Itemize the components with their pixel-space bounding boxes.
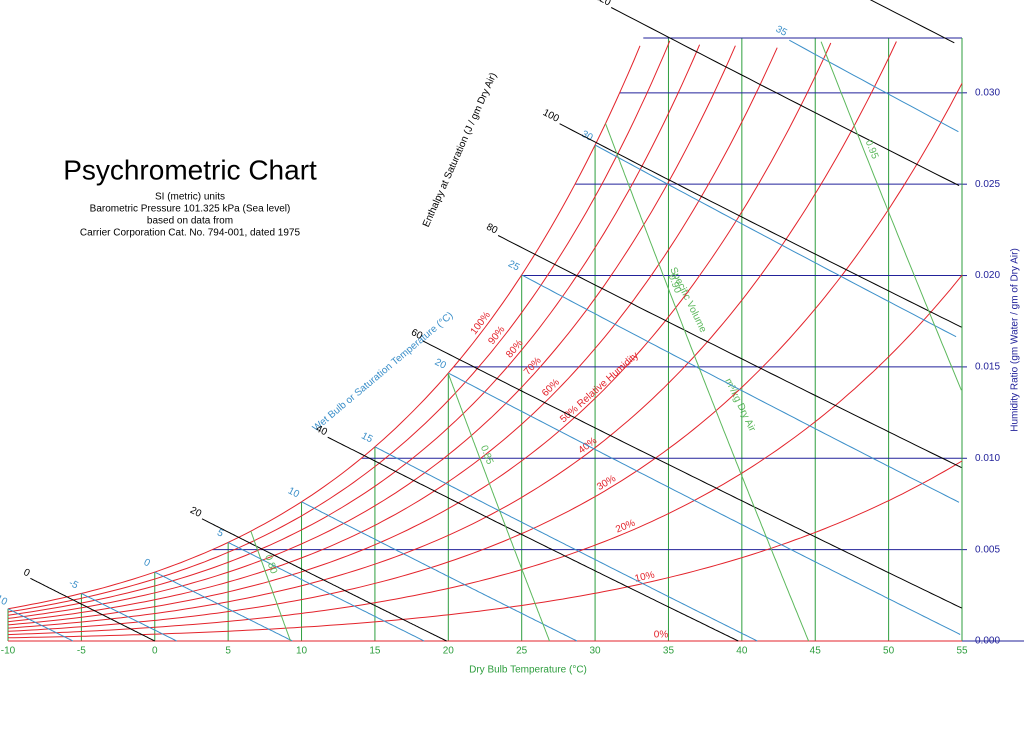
wet-bulb-line [448, 372, 961, 635]
enthalpy-label: 100 [541, 107, 561, 125]
wet-bulb-line [374, 446, 758, 642]
y-tick-label: 0.015 [975, 362, 1000, 373]
rh-label: 0% [654, 630, 669, 641]
enthalpy-line [422, 340, 963, 609]
x-axis-label: Dry Bulb Temperature (°C) [469, 665, 587, 676]
y-tick-label: 0.010 [975, 453, 1000, 464]
rh-curve [7, 45, 736, 619]
rh-curve [7, 47, 778, 623]
x-tick-label: 5 [225, 646, 231, 657]
volume-line [447, 373, 550, 642]
enthalpy-label: 20 [188, 505, 203, 520]
x-tick-label: 10 [296, 646, 308, 657]
y-tick-label: 0.005 [975, 544, 1000, 555]
wet-bulb-label: 15 [359, 431, 374, 446]
wet-bulb-line [594, 144, 957, 338]
x-tick-label: 0 [152, 646, 158, 657]
x-tick-label: -10 [1, 646, 16, 657]
wet-bulb-label: 35 [774, 24, 789, 39]
subtitle: Barometric Pressure 101.325 kPa (Sea lev… [90, 204, 291, 215]
y-axis-label: Humidity Ratio (gm Water / gm of Dry Air… [1010, 248, 1021, 432]
x-tick-label: -5 [77, 646, 86, 657]
wet-bulb-line [521, 274, 960, 503]
enthalpy-label: 80 [484, 222, 499, 237]
wet-bulb-line [789, 39, 959, 133]
wet-bulb-label: -10 [0, 592, 9, 608]
y-tick-label: 0.025 [975, 179, 1000, 190]
wet-bulb-label: 0 [142, 557, 152, 570]
volume-axis-label: m³/kg Dry Air [722, 377, 758, 434]
wet-bulb-line [7, 608, 74, 642]
x-tick-label: 25 [516, 646, 528, 657]
rh-curve [7, 45, 641, 610]
enthalpy-label: 120 [593, 0, 613, 9]
rh-label: 50% Relative Humidity [558, 350, 641, 425]
chart-title: Psychrometric Chart [63, 154, 317, 185]
volume-line [820, 41, 962, 391]
volume-line [605, 123, 810, 642]
enthalpy-line [30, 577, 156, 642]
enthalpy-line [497, 235, 962, 469]
wet-bulb-line [301, 501, 578, 642]
y-tick-label: 0.020 [975, 270, 1000, 281]
wet-bulb-label: 10 [286, 485, 301, 500]
rh-label: 10% [634, 570, 656, 585]
rh-curve [7, 83, 963, 632]
rh-curve [7, 40, 671, 613]
volume-line [250, 531, 291, 642]
rh-curve [7, 274, 963, 636]
wet-bulb-label: 5 [215, 527, 225, 540]
wet-bulb-label: 25 [506, 259, 521, 274]
x-tick-label: 55 [956, 646, 968, 657]
enthalpy-label: 60 [409, 327, 424, 342]
wet-bulb-line [154, 571, 293, 642]
x-tick-label: 40 [736, 646, 748, 657]
enthalpy-line [869, 0, 955, 44]
x-tick-label: 20 [443, 646, 455, 657]
wet-bulb-label: 30 [580, 129, 595, 144]
enthalpy-line [610, 7, 960, 187]
x-tick-label: 45 [810, 646, 822, 657]
wet-bulb-label: -5 [67, 578, 80, 592]
rh-curve [7, 42, 832, 626]
enthalpy-line [559, 123, 962, 328]
subtitle: SI (metric) units [155, 192, 225, 203]
rh-curve [7, 44, 701, 616]
subtitle: based on data from [147, 216, 233, 227]
x-tick-label: 35 [663, 646, 675, 657]
subtitle: Carrier Corporation Cat. No. 794-001, da… [80, 228, 301, 239]
y-tick-label: 0.030 [975, 87, 1000, 98]
rh-curve [7, 460, 963, 639]
x-tick-label: 30 [590, 646, 602, 657]
rh-curve [7, 41, 897, 629]
enthalpy-label: 0 [22, 567, 32, 580]
enthalpy-label: 40 [314, 423, 329, 438]
enthalpy-line [327, 436, 739, 642]
x-tick-label: 50 [883, 646, 895, 657]
enthalpy-axis-label: Enthalpy at Saturation (J / gm Dry Air) [421, 71, 499, 229]
rh-label: 60% [540, 377, 562, 399]
enthalpy-line [201, 518, 447, 642]
wet-bulb-label: 20 [433, 357, 448, 372]
wet-bulb-line [81, 593, 177, 642]
volume-label: 0.85 [478, 444, 495, 466]
volume-label: 0.95 [863, 138, 881, 161]
y-tick-label: 0.000 [975, 636, 1000, 647]
x-tick-label: 15 [369, 646, 381, 657]
